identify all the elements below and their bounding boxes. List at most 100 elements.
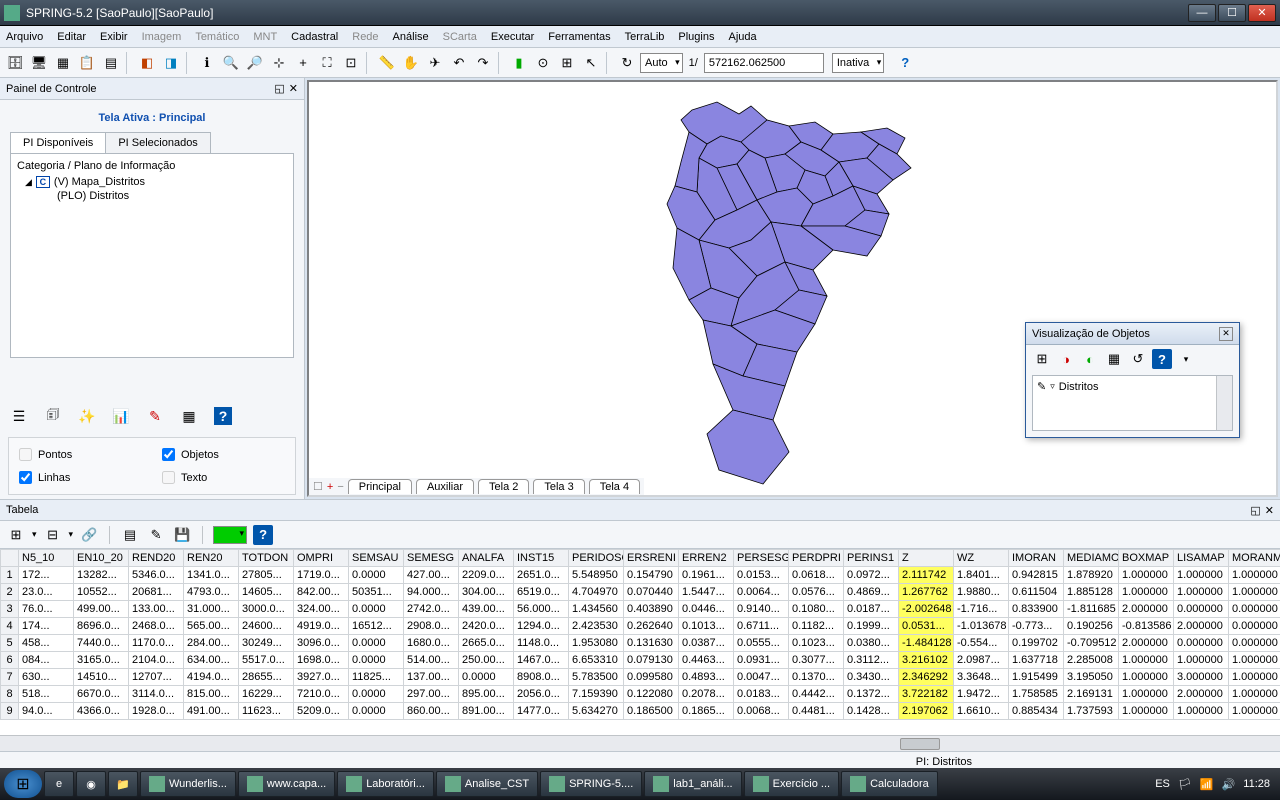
cell[interactable]: 3.195050: [1064, 669, 1119, 686]
cell[interactable]: 0.262640: [624, 618, 679, 635]
row-num[interactable]: 3: [1, 601, 19, 618]
data-table[interactable]: N5_10EN10_20REND20REN20TOTDONOMPRISEMSAU…: [0, 549, 1280, 720]
menu-mnt[interactable]: MNT: [253, 31, 277, 43]
cell[interactable]: 565.00...: [184, 618, 239, 635]
col-semesg[interactable]: SEMESG: [404, 550, 459, 567]
layers-icon[interactable]: 📋: [76, 52, 98, 74]
tree-node-distritos[interactable]: (PLO) Distritos: [57, 190, 287, 202]
col-ren20[interactable]: REN20: [184, 550, 239, 567]
cell[interactable]: 891.00...: [459, 703, 514, 720]
cell[interactable]: 2.423530: [569, 618, 624, 635]
tbl-props-icon[interactable]: ▤: [120, 525, 140, 545]
cell[interactable]: 1.267762: [899, 584, 954, 601]
row-num[interactable]: 2: [1, 584, 19, 601]
fly-icon[interactable]: ✈: [424, 52, 446, 74]
cell[interactable]: -0.709512: [1064, 635, 1119, 652]
panel-help-icon[interactable]: ?: [214, 407, 232, 425]
remove-icon[interactable]: −: [337, 481, 343, 493]
col-erren2[interactable]: ERREN2: [679, 550, 734, 567]
cell[interactable]: 3.722182: [899, 686, 954, 703]
cell[interactable]: 10552...: [74, 584, 129, 601]
tbl-save-icon[interactable]: 💾: [172, 525, 192, 545]
map-tab-principal[interactable]: Principal: [348, 479, 412, 494]
map-tab-tela4[interactable]: Tela 4: [589, 479, 640, 494]
col-perdpri[interactable]: PERDPRI: [789, 550, 844, 567]
cell[interactable]: 0.0387...: [679, 635, 734, 652]
pointer-icon[interactable]: ↖: [580, 52, 602, 74]
col-imoran[interactable]: IMORAN: [1009, 550, 1064, 567]
cell[interactable]: 0.0000: [349, 635, 404, 652]
cell[interactable]: 4194.0...: [184, 669, 239, 686]
cell[interactable]: 2209.0...: [459, 567, 514, 584]
cell[interactable]: 28655...: [239, 669, 294, 686]
taskbar-item[interactable]: www.capa...: [238, 771, 335, 797]
cell[interactable]: 1.8401...: [954, 567, 1009, 584]
cell[interactable]: 5209.0...: [294, 703, 349, 720]
tbl-grid-icon[interactable]: ⊞: [6, 525, 26, 545]
col-analfa[interactable]: ANALFA: [459, 550, 514, 567]
cell[interactable]: 5346.0...: [129, 567, 184, 584]
cell[interactable]: 4793.0...: [184, 584, 239, 601]
cell[interactable]: 458...: [19, 635, 74, 652]
cell[interactable]: 7440.0...: [74, 635, 129, 652]
cell[interactable]: 16512...: [349, 618, 404, 635]
cell[interactable]: 1.000000: [1174, 584, 1229, 601]
cell[interactable]: 324.00...: [294, 601, 349, 618]
panel-float-icon[interactable]: ◱: [274, 82, 284, 95]
edit-icon[interactable]: ✎: [1037, 380, 1046, 393]
col-semsau[interactable]: SEMSAU: [349, 550, 404, 567]
cell[interactable]: 4.704970: [569, 584, 624, 601]
cell[interactable]: 0.3077...: [789, 652, 844, 669]
cell[interactable]: 8908.0...: [514, 669, 569, 686]
chk-objetos[interactable]: Objetos: [162, 448, 285, 461]
add-tab-icon[interactable]: ☐: [313, 480, 323, 493]
cell[interactable]: 2468.0...: [129, 618, 184, 635]
cell[interactable]: 0.0000: [349, 652, 404, 669]
cell[interactable]: 5.634270: [569, 703, 624, 720]
menu-imagem[interactable]: Imagem: [142, 31, 182, 43]
col-lisamap[interactable]: LISAMAP: [1174, 550, 1229, 567]
col-n5_10[interactable]: N5_10: [19, 550, 74, 567]
cell[interactable]: 3000.0...: [239, 601, 294, 618]
cell[interactable]: 0.000000: [1229, 601, 1280, 618]
chk-texto[interactable]: Texto: [162, 471, 285, 484]
zoom-fit-icon[interactable]: ⊡: [340, 52, 362, 74]
ov-undo-icon[interactable]: ↺: [1128, 349, 1148, 369]
pan-icon[interactable]: ✋: [400, 52, 422, 74]
col-boxmap[interactable]: BOXMAP: [1119, 550, 1174, 567]
cell[interactable]: 0.0618...: [789, 567, 844, 584]
col-ompri[interactable]: OMPRI: [294, 550, 349, 567]
ov-pie2-icon[interactable]: ◐: [1080, 349, 1100, 369]
cell[interactable]: 3114.0...: [129, 686, 184, 703]
cell[interactable]: 0.4869...: [844, 584, 899, 601]
object-name[interactable]: Distritos: [1059, 381, 1099, 393]
row-num[interactable]: 6: [1, 652, 19, 669]
cell[interactable]: 514.00...: [404, 652, 459, 669]
taskbar-item[interactable]: Analise_CST: [436, 771, 538, 797]
cell[interactable]: 084...: [19, 652, 74, 669]
cell[interactable]: 815.00...: [184, 686, 239, 703]
tray-lang[interactable]: ES: [1155, 778, 1170, 790]
menu-rede[interactable]: Rede: [352, 31, 378, 43]
cell[interactable]: 0.190256: [1064, 618, 1119, 635]
taskbar-item[interactable]: SPRING-5....: [540, 771, 642, 797]
cell[interactable]: 1.9880...: [954, 584, 1009, 601]
cell[interactable]: 284.00...: [184, 635, 239, 652]
cell[interactable]: 0.0000: [349, 567, 404, 584]
grid-icon[interactable]: ▦: [52, 52, 74, 74]
cell[interactable]: 1148.0...: [514, 635, 569, 652]
table-close-icon[interactable]: ✕: [1265, 504, 1274, 517]
tbl-help-icon[interactable]: ?: [253, 525, 273, 545]
cell[interactable]: 1294.0...: [514, 618, 569, 635]
cell[interactable]: 1.737593: [1064, 703, 1119, 720]
cell[interactable]: 2.000000: [1119, 635, 1174, 652]
cell[interactable]: 1.9472...: [954, 686, 1009, 703]
cell[interactable]: 842.00...: [294, 584, 349, 601]
tbl-edit-icon[interactable]: ✎: [146, 525, 166, 545]
draw-icon[interactable]: ▮: [508, 52, 530, 74]
cell[interactable]: 14510...: [74, 669, 129, 686]
cell[interactable]: 0.000000: [1229, 635, 1280, 652]
row-num[interactable]: 9: [1, 703, 19, 720]
ov-scrollbar[interactable]: [1216, 376, 1232, 430]
close-button[interactable]: ✕: [1248, 4, 1276, 22]
